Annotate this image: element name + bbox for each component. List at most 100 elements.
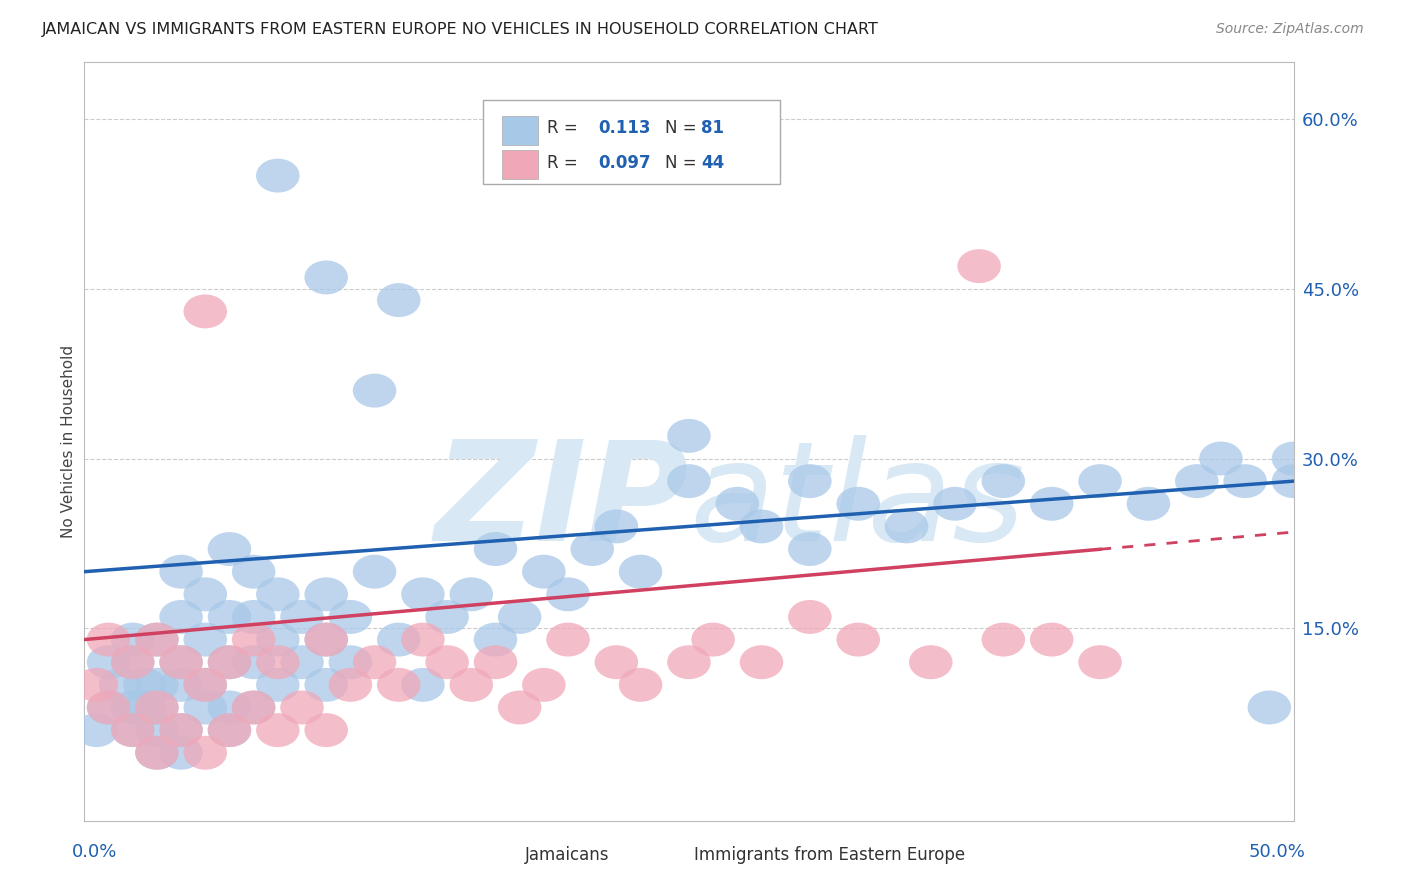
Ellipse shape [522, 555, 565, 589]
Ellipse shape [1126, 487, 1170, 521]
Ellipse shape [135, 623, 179, 657]
Ellipse shape [184, 294, 226, 328]
Ellipse shape [595, 645, 638, 679]
Ellipse shape [1199, 442, 1243, 475]
Ellipse shape [232, 645, 276, 679]
Ellipse shape [498, 600, 541, 634]
FancyBboxPatch shape [659, 844, 688, 866]
Ellipse shape [571, 532, 614, 566]
Ellipse shape [498, 690, 541, 724]
Ellipse shape [184, 623, 226, 657]
Text: Source: ZipAtlas.com: Source: ZipAtlas.com [1216, 22, 1364, 37]
Ellipse shape [87, 645, 131, 679]
Ellipse shape [111, 690, 155, 724]
Ellipse shape [135, 736, 179, 770]
Text: Immigrants from Eastern Europe: Immigrants from Eastern Europe [693, 846, 965, 863]
Ellipse shape [184, 690, 226, 724]
Ellipse shape [353, 645, 396, 679]
Ellipse shape [159, 645, 202, 679]
Ellipse shape [716, 487, 759, 521]
Ellipse shape [474, 623, 517, 657]
Ellipse shape [837, 487, 880, 521]
Ellipse shape [426, 645, 468, 679]
Ellipse shape [87, 623, 131, 657]
Ellipse shape [305, 260, 347, 294]
Text: ZIP: ZIP [434, 434, 689, 570]
Ellipse shape [353, 555, 396, 589]
Ellipse shape [1223, 464, 1267, 498]
Ellipse shape [87, 690, 131, 724]
Ellipse shape [595, 509, 638, 543]
Ellipse shape [934, 487, 977, 521]
Ellipse shape [135, 690, 179, 724]
Ellipse shape [619, 555, 662, 589]
Ellipse shape [981, 464, 1025, 498]
Ellipse shape [837, 623, 880, 657]
Ellipse shape [135, 690, 179, 724]
Ellipse shape [305, 713, 347, 747]
Ellipse shape [75, 713, 118, 747]
Ellipse shape [740, 509, 783, 543]
Ellipse shape [522, 668, 565, 702]
Ellipse shape [124, 690, 166, 724]
Ellipse shape [159, 668, 202, 702]
FancyBboxPatch shape [502, 151, 538, 179]
Ellipse shape [305, 623, 347, 657]
Text: Jamaicans: Jamaicans [524, 846, 609, 863]
Ellipse shape [450, 577, 494, 611]
Ellipse shape [256, 668, 299, 702]
Ellipse shape [329, 645, 373, 679]
Ellipse shape [1272, 442, 1315, 475]
Ellipse shape [474, 532, 517, 566]
Ellipse shape [353, 374, 396, 408]
Ellipse shape [232, 600, 276, 634]
Y-axis label: No Vehicles in Household: No Vehicles in Household [60, 345, 76, 538]
Ellipse shape [159, 713, 202, 747]
Ellipse shape [377, 668, 420, 702]
Ellipse shape [208, 645, 252, 679]
Text: R =: R = [547, 120, 583, 137]
Ellipse shape [884, 509, 928, 543]
Ellipse shape [75, 668, 118, 702]
Ellipse shape [740, 645, 783, 679]
Ellipse shape [401, 623, 444, 657]
Ellipse shape [208, 600, 252, 634]
Ellipse shape [789, 532, 831, 566]
Ellipse shape [256, 713, 299, 747]
Ellipse shape [329, 668, 373, 702]
Ellipse shape [98, 668, 142, 702]
Ellipse shape [159, 600, 202, 634]
Ellipse shape [232, 690, 276, 724]
Ellipse shape [668, 464, 710, 498]
Ellipse shape [111, 645, 155, 679]
Text: N =: N = [665, 120, 702, 137]
Ellipse shape [789, 464, 831, 498]
Ellipse shape [280, 690, 323, 724]
Ellipse shape [111, 645, 155, 679]
Ellipse shape [1175, 464, 1219, 498]
Ellipse shape [957, 249, 1001, 283]
Ellipse shape [377, 623, 420, 657]
Text: 0.0%: 0.0% [72, 844, 118, 862]
Ellipse shape [1247, 690, 1291, 724]
Ellipse shape [184, 577, 226, 611]
Ellipse shape [124, 668, 166, 702]
Ellipse shape [111, 713, 155, 747]
Text: R =: R = [547, 154, 583, 172]
Ellipse shape [184, 736, 226, 770]
Ellipse shape [1078, 645, 1122, 679]
Ellipse shape [208, 713, 252, 747]
Ellipse shape [401, 577, 444, 611]
Ellipse shape [232, 555, 276, 589]
Ellipse shape [426, 600, 468, 634]
Ellipse shape [256, 159, 299, 193]
Text: 0.113: 0.113 [599, 120, 651, 137]
Ellipse shape [668, 645, 710, 679]
Text: JAMAICAN VS IMMIGRANTS FROM EASTERN EUROPE NO VEHICLES IN HOUSEHOLD CORRELATION : JAMAICAN VS IMMIGRANTS FROM EASTERN EURO… [42, 22, 879, 37]
Ellipse shape [208, 713, 252, 747]
Ellipse shape [135, 736, 179, 770]
Ellipse shape [159, 713, 202, 747]
Ellipse shape [208, 532, 252, 566]
Text: N =: N = [665, 154, 702, 172]
Text: atlas: atlas [689, 434, 1025, 570]
